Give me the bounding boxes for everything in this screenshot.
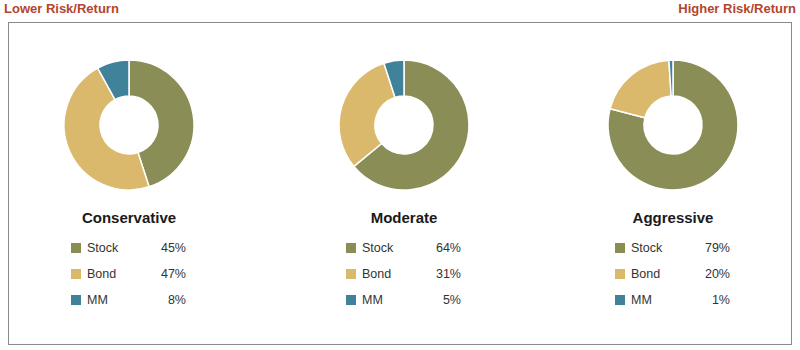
legend-label: Bond bbox=[631, 267, 660, 281]
header-left: Lower Risk/Return bbox=[4, 1, 119, 16]
chart: Aggressive Stock 79% Bond 20% MM 1% bbox=[608, 60, 738, 307]
legend-value: 64% bbox=[436, 241, 461, 255]
legend-swatch bbox=[71, 243, 81, 253]
slice bbox=[98, 60, 129, 100]
chart-title: Moderate bbox=[371, 209, 438, 226]
legend-value: 5% bbox=[443, 293, 461, 307]
slices bbox=[608, 60, 738, 190]
header-right: Higher Risk/Return bbox=[678, 1, 796, 16]
legend-label: Bond bbox=[362, 267, 391, 281]
legend: Stock 45% Bond 47% MM 8% bbox=[71, 241, 186, 307]
chart-title: Conservative bbox=[82, 209, 176, 226]
slice bbox=[339, 63, 395, 166]
legend-swatch bbox=[615, 269, 625, 279]
legend-label: Stock bbox=[631, 241, 663, 255]
slice bbox=[384, 60, 404, 97]
legend-label: Stock bbox=[87, 241, 119, 255]
slice bbox=[608, 60, 738, 190]
legend: Stock 64% Bond 31% MM 5% bbox=[346, 241, 461, 307]
legend-swatch bbox=[346, 269, 356, 279]
slice bbox=[669, 60, 673, 96]
legend-value: 31% bbox=[436, 267, 461, 281]
legend-label: MM bbox=[87, 293, 108, 307]
legend-label: Stock bbox=[362, 241, 394, 255]
legend-label: MM bbox=[631, 293, 652, 307]
legend-value: 8% bbox=[168, 293, 186, 307]
legend-value: 79% bbox=[705, 241, 730, 255]
legend-value: 45% bbox=[161, 241, 186, 255]
frame bbox=[9, 23, 792, 345]
slice bbox=[610, 60, 671, 118]
legend-value: 20% bbox=[705, 267, 730, 281]
chart: Moderate Stock 64% Bond 31% MM 5% bbox=[339, 60, 469, 307]
legend-value: 1% bbox=[712, 293, 730, 307]
legend-swatch bbox=[346, 243, 356, 253]
chart: Conservative Stock 45% Bond 47% MM 8% bbox=[64, 60, 194, 307]
legend-value: 47% bbox=[161, 267, 186, 281]
legend-label: Bond bbox=[87, 267, 116, 281]
legend-label: MM bbox=[362, 293, 383, 307]
legend-swatch bbox=[71, 269, 81, 279]
legend-swatch bbox=[615, 243, 625, 253]
legend-swatch bbox=[346, 295, 356, 305]
chart-title: Aggressive bbox=[633, 209, 714, 226]
slices bbox=[64, 60, 194, 190]
legend-swatch bbox=[71, 295, 81, 305]
slices bbox=[339, 60, 469, 190]
legend: Stock 79% Bond 20% MM 1% bbox=[615, 241, 730, 307]
slice bbox=[64, 68, 149, 190]
legend-swatch bbox=[615, 295, 625, 305]
